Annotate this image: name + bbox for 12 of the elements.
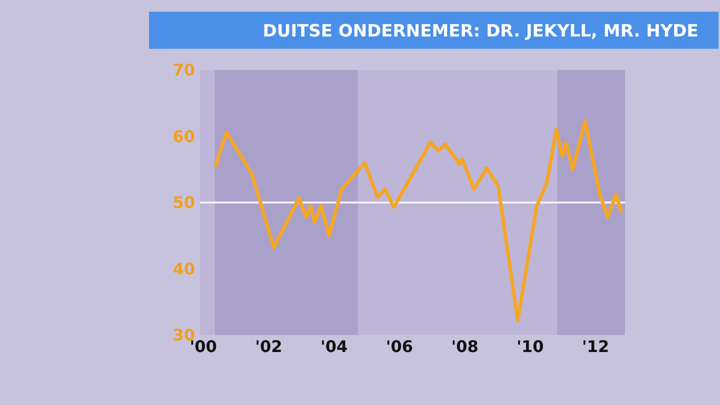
y-tick-label: 60 bbox=[172, 126, 195, 146]
chart-title: DUITSE ONDERNEMER: DR. JEKYLL, MR. HYDE bbox=[262, 21, 698, 42]
y-tick-label: 50 bbox=[172, 193, 195, 212]
x-tick-label: '06 bbox=[386, 337, 414, 356]
y-tick-label: 70 bbox=[172, 60, 195, 80]
x-tick-label: '04 bbox=[320, 337, 348, 356]
x-tick-label: '12 bbox=[582, 337, 610, 356]
x-tick-label: '02 bbox=[255, 337, 282, 356]
y-tick-label: 40 bbox=[172, 259, 195, 278]
x-tick-label: '08 bbox=[451, 337, 478, 356]
x-tick-label: '10 bbox=[516, 337, 544, 356]
line-series bbox=[214, 119, 623, 322]
